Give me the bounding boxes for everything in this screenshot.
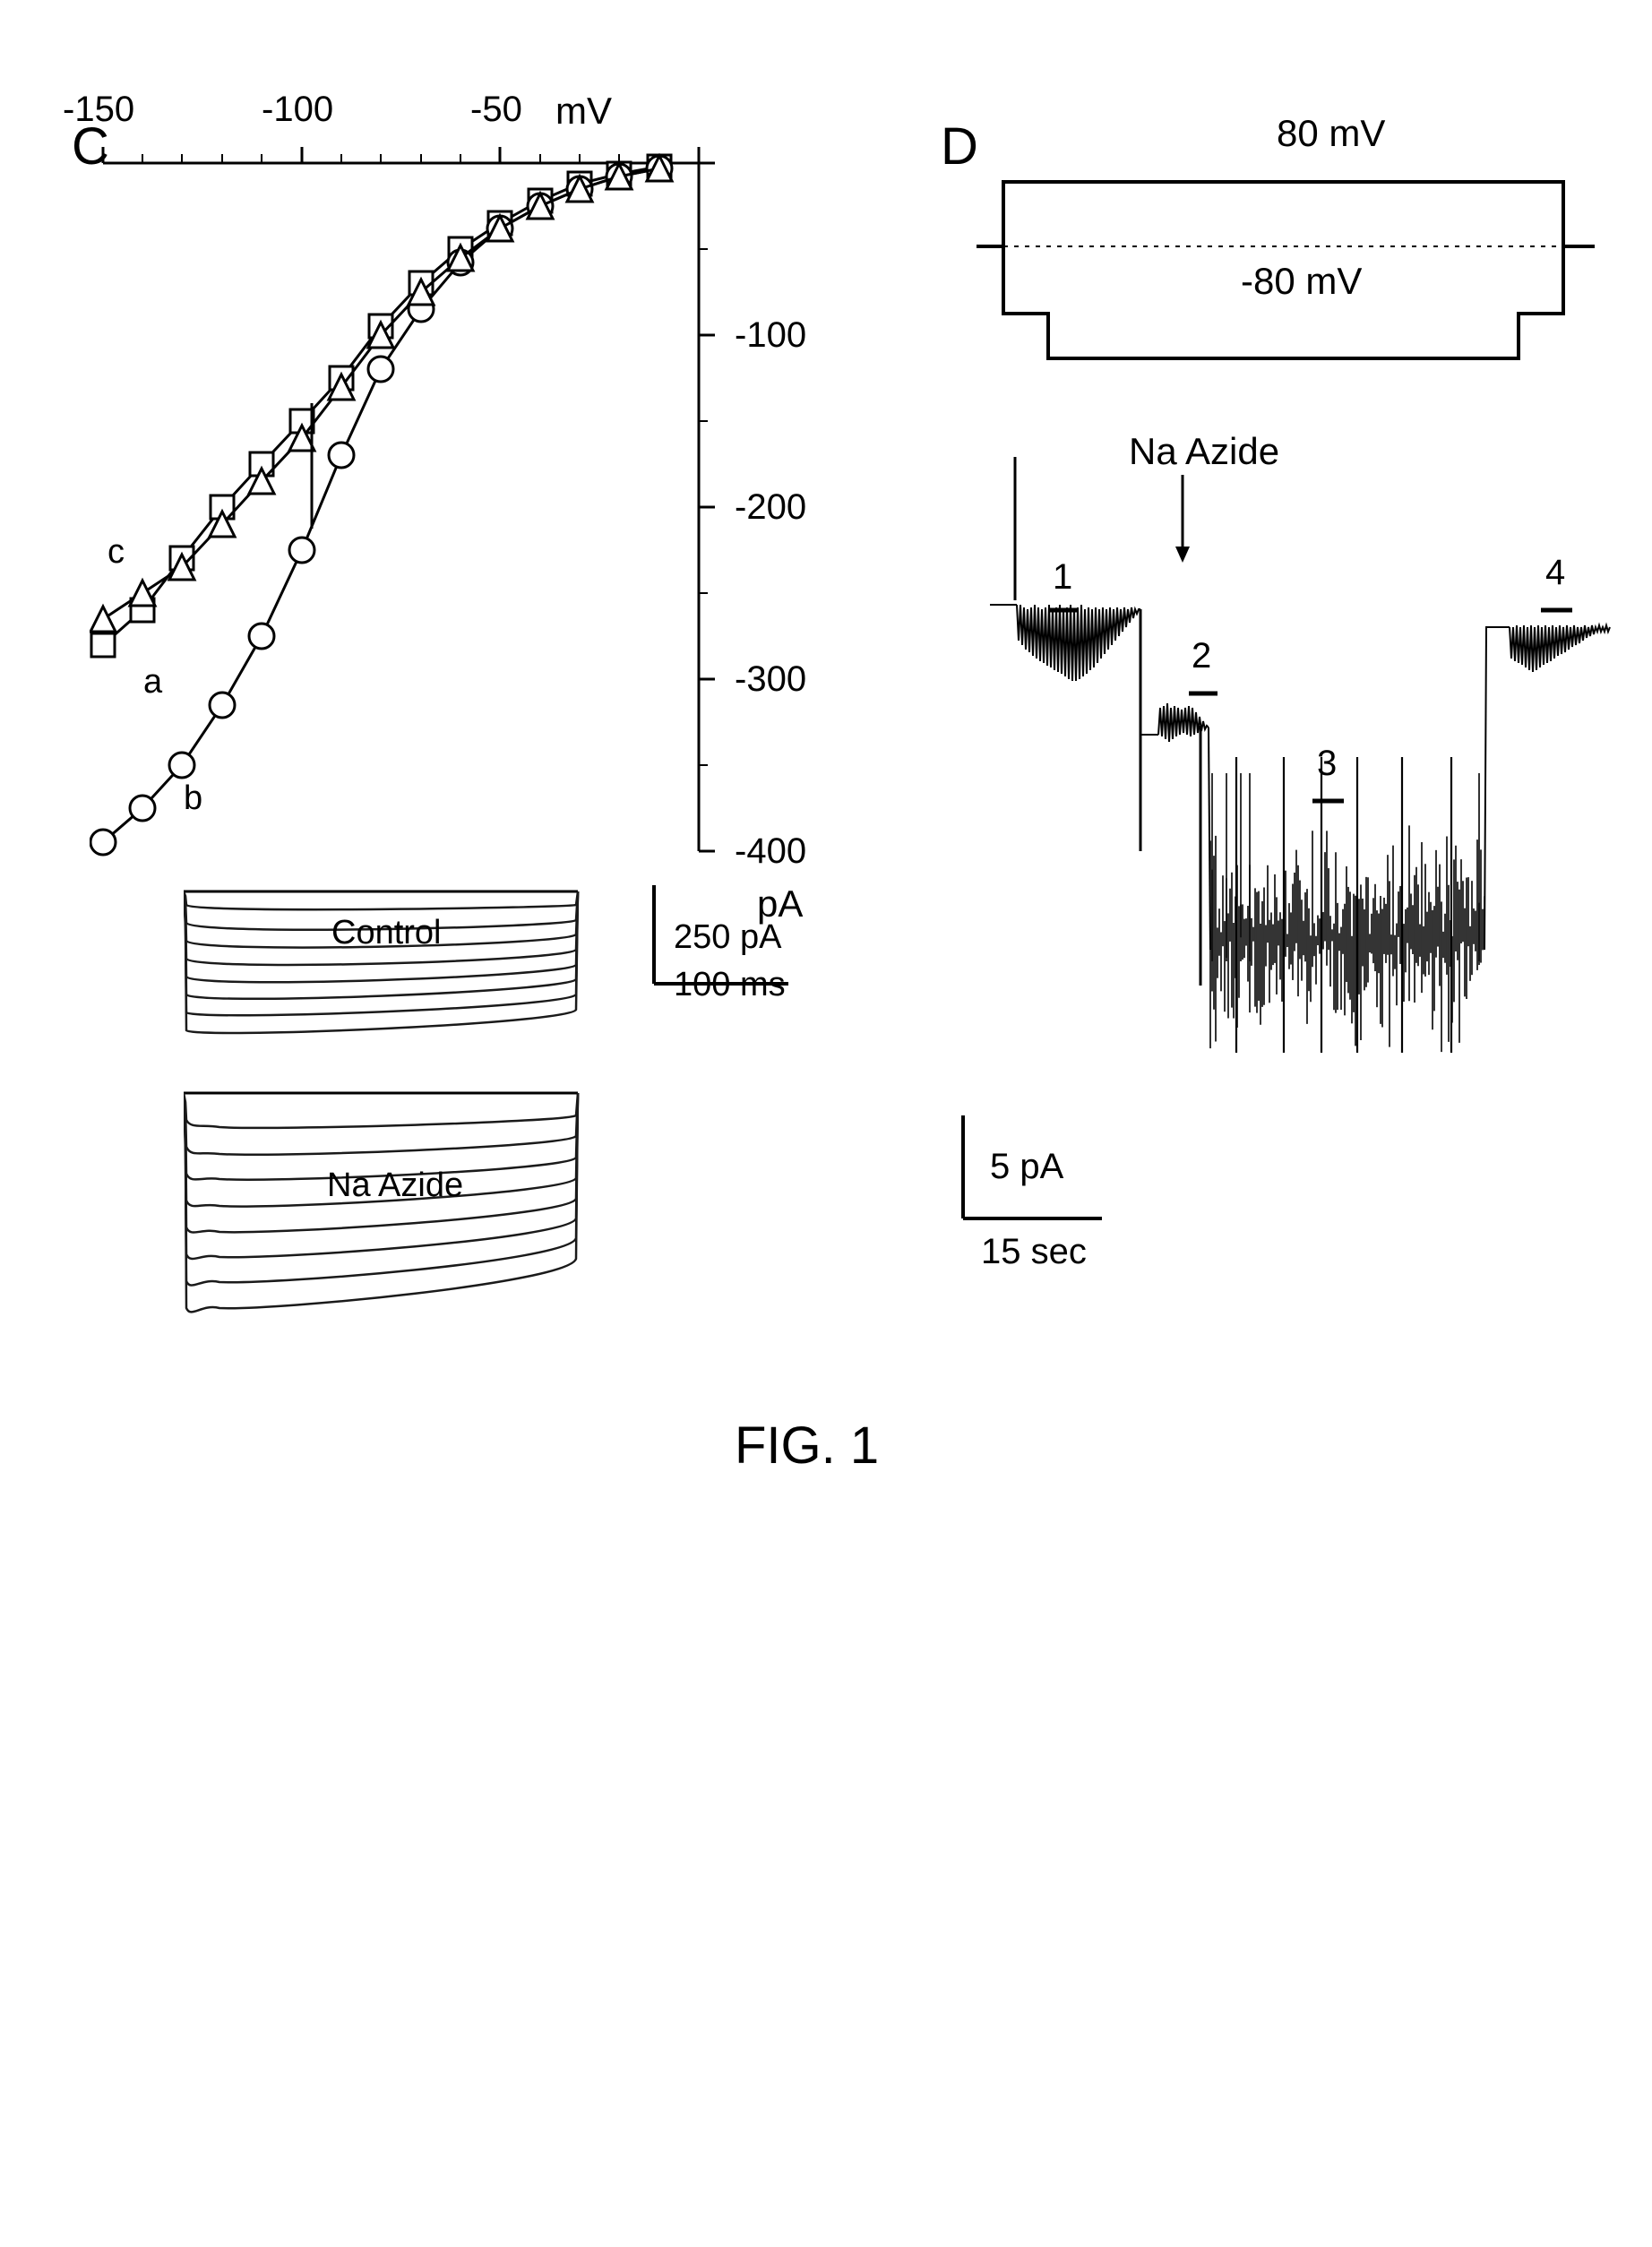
panel-d-label: D bbox=[941, 116, 978, 176]
series-a-label: a bbox=[143, 663, 162, 702]
y-axis bbox=[699, 163, 715, 851]
inset-scale-x: 100 ms bbox=[674, 966, 786, 1004]
seg-1-label: 1 bbox=[1053, 557, 1072, 598]
seg-2-label: 2 bbox=[1192, 636, 1211, 676]
seg-2-bar bbox=[1189, 690, 1225, 697]
inset-azide bbox=[184, 1084, 596, 1335]
protocol-upper-label: 80 mV bbox=[1277, 112, 1385, 155]
seg-1-bar bbox=[1050, 607, 1086, 614]
y-tick-label-400: -400 bbox=[735, 831, 806, 872]
x-axis-unit: mV bbox=[555, 90, 612, 133]
seg-4-label: 4 bbox=[1545, 553, 1565, 593]
seg-3-bar bbox=[1312, 797, 1351, 805]
inset-control bbox=[184, 882, 596, 1062]
x-axis bbox=[103, 147, 699, 163]
y-tick-label-300: -300 bbox=[735, 659, 806, 700]
seg-4-bar bbox=[1541, 607, 1579, 614]
seg-3-label: 3 bbox=[1317, 744, 1337, 784]
y-tick-label-200: -200 bbox=[735, 487, 806, 528]
series-a bbox=[91, 155, 671, 657]
inset-scale-y: 250 pA bbox=[674, 918, 781, 957]
protocol-lower-label: -80 mV bbox=[1241, 260, 1362, 303]
x-tick-label-150: -150 bbox=[63, 90, 134, 130]
panel-d-scale-y: 5 pA bbox=[990, 1147, 1063, 1187]
y-tick-label-100: -100 bbox=[735, 315, 806, 356]
panel-d-azide-label: Na Azide bbox=[1129, 430, 1279, 473]
series-b-label: b bbox=[184, 779, 202, 818]
figure-caption: FIG. 1 bbox=[735, 1416, 879, 1476]
inset-azide-label: Na Azide bbox=[327, 1167, 463, 1205]
x-tick-label-100: -100 bbox=[262, 90, 333, 130]
series-c bbox=[90, 156, 672, 632]
x-tick-label-50: -50 bbox=[470, 90, 522, 130]
inset-control-label: Control bbox=[331, 914, 442, 952]
panel-d-noise-fill: {"x0":306,"x1":612,"yMid":545,"amp":140,… bbox=[936, 448, 1644, 1102]
panel-d-scale-x: 15 sec bbox=[981, 1232, 1087, 1272]
series-b bbox=[90, 156, 672, 855]
series-c-label: c bbox=[108, 533, 125, 572]
